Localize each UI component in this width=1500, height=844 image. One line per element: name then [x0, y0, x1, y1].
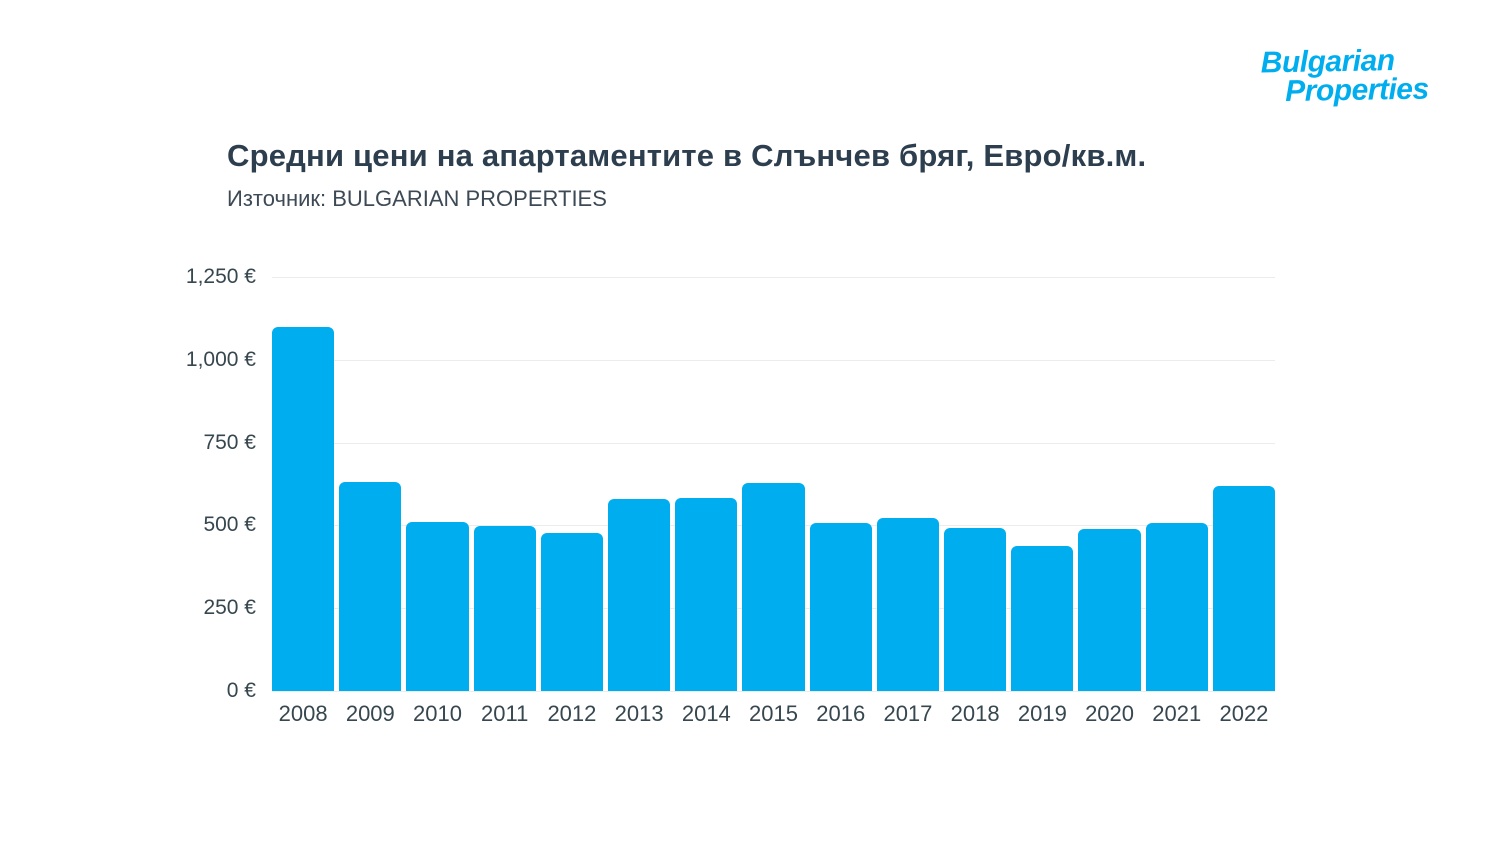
bar-2011 — [473, 526, 536, 691]
x-tick-label-2022: 2022 — [1219, 701, 1269, 726]
bar-2010 — [406, 522, 469, 691]
y-tick-label: 750 € — [203, 430, 256, 454]
bar-2016 — [809, 523, 872, 691]
bar-2020 — [1078, 528, 1141, 691]
x-tick-label-2013: 2013 — [614, 701, 664, 726]
x-tick-label-2011: 2011 — [481, 701, 529, 726]
bar-2021 — [1145, 522, 1208, 691]
bar-2009 — [339, 482, 402, 691]
bar-2019 — [1011, 545, 1074, 691]
gridline-1250 — [272, 277, 1275, 278]
y-tick-label: 250 € — [203, 596, 256, 620]
x-tick-label-2018: 2018 — [950, 701, 1000, 726]
x-tick-label-2017: 2017 — [883, 701, 933, 726]
x-axis-labels: 2008 2009 2010 2011 2012 2013 2014 2015 2016 2017… — [272, 701, 1275, 727]
x-tick-label-2015: 2015 — [749, 701, 798, 726]
gridline-0 — [272, 691, 1275, 692]
x-tick-label-2009: 2009 — [345, 701, 395, 726]
x-tick-label-2019: 2019 — [1017, 701, 1067, 726]
x-tick-label-2010: 2010 — [413, 701, 462, 726]
x-tick-label-2016: 2016 — [816, 701, 866, 726]
y-tick-label: 0 € — [226, 679, 256, 702]
logo-text-line2: Properties — [1284, 72, 1429, 108]
x-tick-label-2008: 2008 — [278, 701, 328, 726]
bar-2015 — [742, 483, 805, 691]
y-tick-label: 500 € — [203, 513, 256, 537]
x-tick-label-2014: 2014 — [681, 701, 731, 726]
bar-2017 — [876, 518, 940, 691]
x-tick-label-2021: 2021 — [1152, 701, 1202, 726]
bar-2012 — [540, 533, 604, 691]
x-tick-label-2012: 2012 — [547, 701, 597, 726]
chart-title: Средни цени на апартаментите в Слънчев б… — [227, 138, 1147, 173]
gridline-1000 — [272, 359, 1275, 361]
bar-2008 — [272, 326, 335, 691]
y-tick-label: 1,000 € — [185, 347, 256, 371]
chart-source: Източник: BULGARIAN PROPERTIES — [227, 186, 607, 211]
bar-2022 — [1212, 485, 1276, 691]
bar-2014 — [675, 498, 738, 691]
bulgarian-properties-logo: Bulgarian Properties — [1260, 44, 1429, 108]
y-tick-label: 1,250 € — [185, 265, 256, 288]
bar-2013 — [608, 498, 671, 691]
x-tick-label-2020: 2020 — [1085, 701, 1135, 726]
gridline-750 — [272, 442, 1275, 444]
bars-container — [272, 277, 1276, 691]
plot-area: 0 € 250 € 500 € 750 € 1,000 € 1,250 € — [186, 265, 1276, 702]
bar-2018 — [944, 528, 1007, 691]
